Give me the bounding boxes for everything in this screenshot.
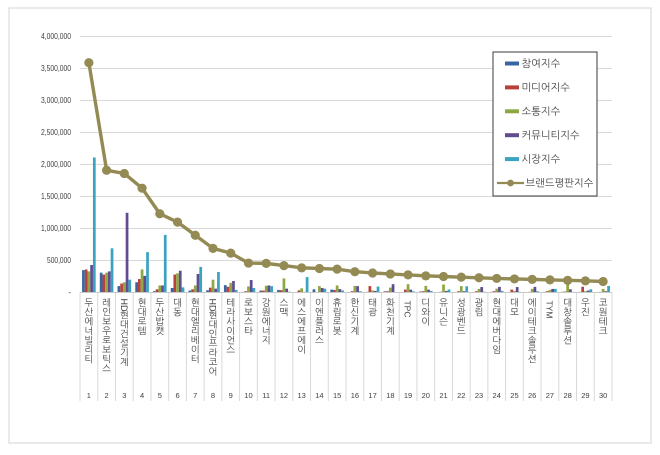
svg-text:18: 18 (386, 391, 394, 400)
svg-text:25: 25 (510, 391, 518, 400)
svg-text:30: 30 (599, 391, 607, 400)
svg-text:5: 5 (158, 391, 162, 400)
svg-text:7: 7 (193, 391, 197, 400)
svg-text:22: 22 (457, 391, 465, 400)
svg-text:1,500,000: 1,500,000 (41, 192, 71, 201)
svg-text:-: - (68, 288, 71, 297)
svg-text:8: 8 (211, 391, 215, 400)
svg-text:2: 2 (105, 391, 109, 400)
svg-text:24: 24 (493, 391, 501, 400)
svg-text:HD: HD (119, 299, 129, 312)
svg-text:3,500,000: 3,500,000 (41, 64, 71, 73)
svg-text:27: 27 (546, 391, 554, 400)
svg-text:28: 28 (563, 391, 571, 400)
svg-text:4: 4 (140, 391, 144, 400)
svg-text:12: 12 (280, 391, 288, 400)
svg-text:TPC: TPC (403, 301, 413, 318)
svg-text:21: 21 (439, 391, 447, 400)
svg-text:16: 16 (351, 391, 359, 400)
svg-text:1,000,000: 1,000,000 (41, 224, 71, 233)
svg-text:23: 23 (475, 391, 483, 400)
svg-text:13: 13 (297, 391, 305, 400)
svg-text:14: 14 (315, 391, 323, 400)
svg-text:3,000,000: 3,000,000 (41, 96, 71, 105)
svg-text:6: 6 (175, 391, 179, 400)
svg-text:HD: HD (208, 299, 218, 312)
svg-text:1: 1 (87, 391, 91, 400)
svg-text:2,000,000: 2,000,000 (41, 160, 71, 169)
svg-text:29: 29 (581, 391, 589, 400)
svg-text:500,000: 500,000 (47, 256, 71, 265)
svg-text:15: 15 (333, 391, 341, 400)
svg-text:17: 17 (368, 391, 376, 400)
svg-text:20: 20 (422, 391, 430, 400)
svg-text:10: 10 (244, 391, 252, 400)
svg-text:11: 11 (262, 391, 270, 400)
svg-text:9: 9 (229, 391, 233, 400)
svg-text:TYM: TYM (545, 301, 555, 319)
svg-text:3: 3 (122, 391, 126, 400)
svg-text:26: 26 (528, 391, 536, 400)
svg-text:4,000,000: 4,000,000 (41, 32, 71, 41)
svg-text:19: 19 (404, 391, 412, 400)
svg-text:2,500,000: 2,500,000 (41, 128, 71, 137)
